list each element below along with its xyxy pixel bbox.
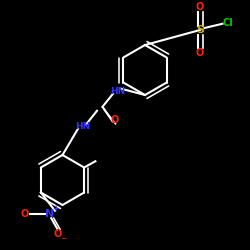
Text: N: N: [46, 209, 54, 219]
Text: O: O: [196, 2, 204, 12]
Text: −: −: [60, 234, 67, 243]
Text: HN: HN: [110, 87, 125, 96]
Text: S: S: [196, 25, 204, 35]
Text: +: +: [52, 204, 59, 213]
Text: O: O: [21, 209, 29, 219]
Text: O: O: [111, 115, 119, 125]
Text: Cl: Cl: [222, 18, 233, 28]
Text: O: O: [196, 48, 204, 58]
Text: O: O: [54, 229, 62, 239]
Text: HN: HN: [75, 122, 90, 131]
